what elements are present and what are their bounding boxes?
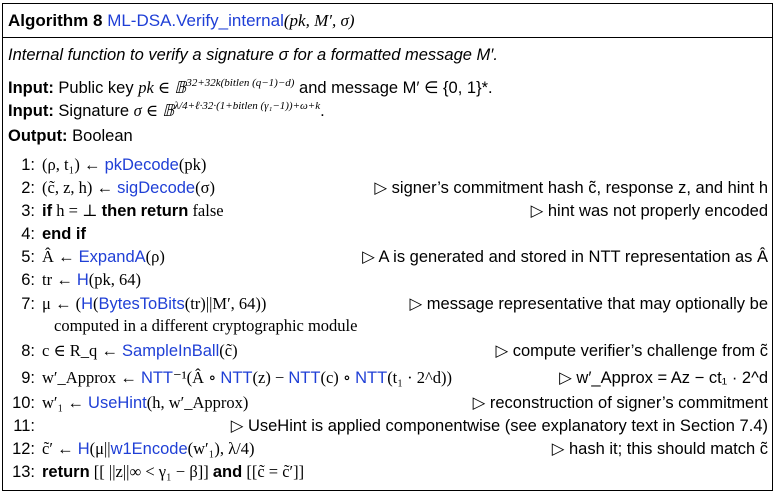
step-code: w′_Approx ← NTT⁻¹(Â ∘ NTT(z) − NTT(c) ∘ … [42,368,452,387]
step-comment: ▷ signer’s commitment hash c̃, response … [374,179,768,197]
step-number: 4: [21,225,35,243]
algorithm-step: 3: if h = ⊥ then return false ▷ hint was n… [8,200,768,222]
algorithm-step: 12: c̃′ ← H(μ||w1Encode(w′₁), λ/4) ▷ hash … [8,438,768,460]
algorithm-step: 4: end if [8,223,768,245]
input-text: Signature [58,102,130,120]
step-code: c̃′ ← H(μ||w1Encode(w′₁), λ/4) [42,439,255,458]
step-comment: ▷ compute verifier’s challenge from c̃ [495,342,768,360]
step-number: 11: [13,417,35,435]
step-code: (ρ, t₁) ← pkDecode(pk) [42,155,207,174]
algorithm-box: Algorithm 8 ML-DSA.Verify_internal(pk, M… [2,3,773,491]
step-comment: ▷ message representative that may option… [409,295,768,313]
step-comment: ▷ UseHint is applied componentwise (see … [230,417,768,435]
algorithm-step: 5: Â ← ExpandA(ρ) ▷ A is generated and sto… [8,246,768,268]
step-number: 13: [12,463,35,481]
algorithm-step: 10: w′₁ ← UseHint(h, w′_Approx) ▷ reconstr… [8,392,768,414]
step-code: (c̃, z, h) ← sigDecode(σ) [42,178,215,197]
step-code: if h = ⊥ then return false [42,201,224,220]
step-number: 2: [21,179,35,197]
step-code: w′₁ ← UseHint(h, w′_Approx) [42,393,249,412]
algorithm-step: 8: c ∈ R_q ← SampleInBall(c̃) ▷ compute ve… [8,340,768,362]
step-code: c ∈ R_q ← SampleInBall(c̃) [42,341,238,360]
step-number: 7: [21,295,35,313]
algorithm-step: 6: tr ← H(pk, 64) [8,269,768,291]
step-code: end if [42,225,86,243]
algorithm-step: 1: (ρ, t₁) ← pkDecode(pk) [8,154,768,176]
input-math: σ ∈ 𝔹 [133,101,175,120]
output-text: Boolean [72,127,133,145]
step-code: computed in a different cryptographic mo… [54,316,358,335]
algorithm-label: Algorithm 8 [8,11,103,30]
step-number: 9: [21,369,35,387]
input-exponent: 32+32k(bitlen (q−1)−d) [186,77,295,89]
algorithm-name[interactable]: ML-DSA.Verify_internal [107,11,284,30]
algorithm-step: 9: w′_Approx ← NTT⁻¹(Â ∘ NTT(z) − NTT(c) … [8,367,768,389]
step-number: 3: [21,202,35,220]
step-code: return [[ ||z||∞ < γ₁ − β]] and [[c̃ = c… [42,462,305,481]
step-number: 12: [12,440,35,458]
input-text-after: and message M′ ∈ {0, 1}*. [299,79,493,97]
algorithm-step: 2: (c̃, z, h) ← sigDecode(σ) ▷ signer’s co… [8,177,768,199]
algorithm-step: 7: μ ← (H(BytesToBits(tr)||M′, 64)) ▷ mess… [8,293,768,315]
step-comment: ▷ w′_Approx = Az − ct₁ · 2^d [559,369,768,387]
step-comment: ▷ hint was not properly encoded [530,202,768,220]
step-comment: ▷ hash it; this should match c̃ [551,440,768,458]
step-comment: ▷ reconstruction of signer’s commitment [472,394,768,412]
step-code: Â ← ExpandA(ρ) [42,247,165,266]
step-code: μ ← (H(BytesToBits(tr)||M′, 64)) [42,294,267,313]
step-number: 10: [12,394,35,412]
step-number: 6: [21,271,35,289]
algorithm-params: (pk, M′, σ) [283,11,355,30]
step-number: 1: [21,156,35,174]
input-math: pk ∈ 𝔹 [138,78,187,97]
input-signature: Input: Signature σ ∈ 𝔹λ/4+ℓ·32·(1+bitlen… [8,100,768,122]
algorithm-title-bar: Algorithm 8 ML-DSA.Verify_internal(pk, M… [3,4,772,38]
step-code: tr ← H(pk, 64) [42,270,142,289]
input-public-key: Input: Public key pk ∈ 𝔹32+32k(bitlen (q… [8,77,768,99]
step-number: 5: [21,248,35,266]
input-text-after: . [320,102,325,120]
algorithm-description: Internal function to verify a signature … [8,46,498,64]
algorithm-step: 11: ▷ UseHint is applied componentwise (s… [8,415,768,437]
input-exponent: λ/4+ℓ·32·(1+bitlen (γ₁−1))+ω+k [174,100,321,112]
algorithm-step: 13: return [[ ||z||∞ < γ₁ − β]] and [[c̃ … [8,461,768,483]
input-text: Public key [58,79,134,97]
algorithm-step: computed in a different cryptographic mo… [8,315,768,337]
output-label: Output: [8,127,68,145]
step-number: 8: [21,342,35,360]
output-line: Output: Boolean [8,125,768,147]
input-label: Input: [8,102,54,120]
step-comment: ▷ A is generated and stored in NTT repre… [362,248,768,266]
input-label: Input: [8,79,54,97]
